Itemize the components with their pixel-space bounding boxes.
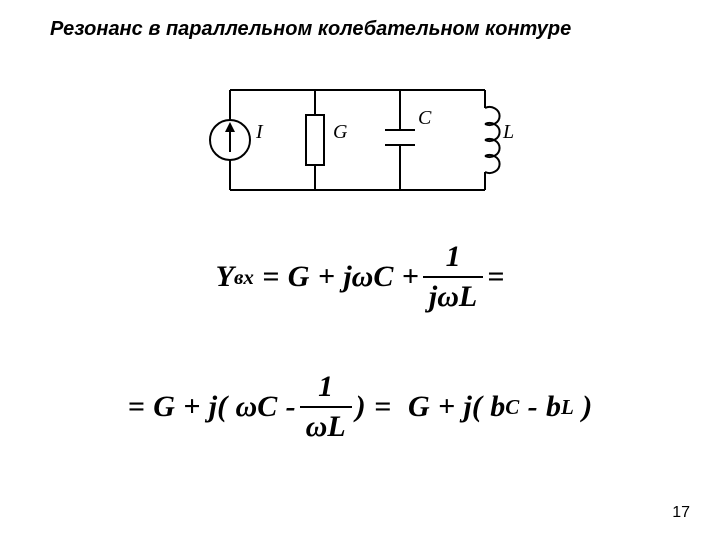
eq2-w1: ω (236, 390, 258, 424)
eq2-L1: L (327, 410, 345, 443)
eq2-plus2: + (438, 390, 455, 424)
eq1-eq1: = (262, 260, 279, 294)
eq2-j1: j (209, 390, 217, 424)
eq2-lp1: ( (217, 390, 227, 424)
equation-2: = G + j( ωC - 1 ωL ) = G + j( bC - bL ) (0, 370, 720, 444)
eq2-minus1: - (286, 390, 296, 424)
eq2-subL: L (561, 395, 574, 420)
eq2-rp2: ) (582, 390, 592, 424)
eq1-G: G (288, 260, 310, 294)
eq2-subC: C (505, 395, 519, 420)
page-number: 17 (672, 504, 690, 522)
eq1-vx: вх (234, 265, 254, 290)
circuit-diagram: I G C L (200, 60, 520, 210)
eq1-one: 1 (446, 240, 461, 273)
eq1-j2: j (429, 280, 437, 313)
label-L: L (502, 121, 514, 143)
eq1-plus2: + (402, 260, 419, 294)
eq1-j1: j (343, 260, 351, 294)
label-C: C (418, 107, 432, 129)
eq2-G2: G (408, 390, 430, 424)
eq2-lp2: ( (472, 390, 482, 424)
label-G: G (333, 121, 348, 143)
page-title: Резонанс в параллельном колебательном ко… (50, 18, 571, 41)
eq1-C1: C (373, 260, 393, 294)
eq2-G1: G (153, 390, 175, 424)
label-I: I (255, 121, 264, 143)
eq1-frac: 1 jωL (423, 240, 483, 314)
eq2-eq1: = (128, 390, 145, 424)
eq2-bC: b (490, 390, 505, 424)
eq1-plus1: + (318, 260, 335, 294)
eq2-one: 1 (318, 370, 333, 403)
eq2-rp1: ) (356, 390, 366, 424)
eq2-minus2: - (528, 390, 538, 424)
eq2-j2: j (464, 390, 472, 424)
eq2-w2: ω (306, 410, 328, 443)
eq1-eq2: = (487, 260, 504, 294)
eq2-bL: b (546, 390, 561, 424)
eq2-C1: C (257, 390, 277, 424)
eq2-plus1: + (183, 390, 200, 424)
equation-1: Yвх = G + jωC + 1 jωL = (0, 240, 720, 314)
eq1-w1: ω (352, 260, 374, 294)
eq2-eq2: = (374, 390, 391, 424)
eq1-Y: Y (216, 260, 234, 294)
eq1-L: L (459, 280, 477, 313)
eq2-frac: 1 ωL (300, 370, 352, 444)
eq1-w2: ω (437, 280, 459, 313)
